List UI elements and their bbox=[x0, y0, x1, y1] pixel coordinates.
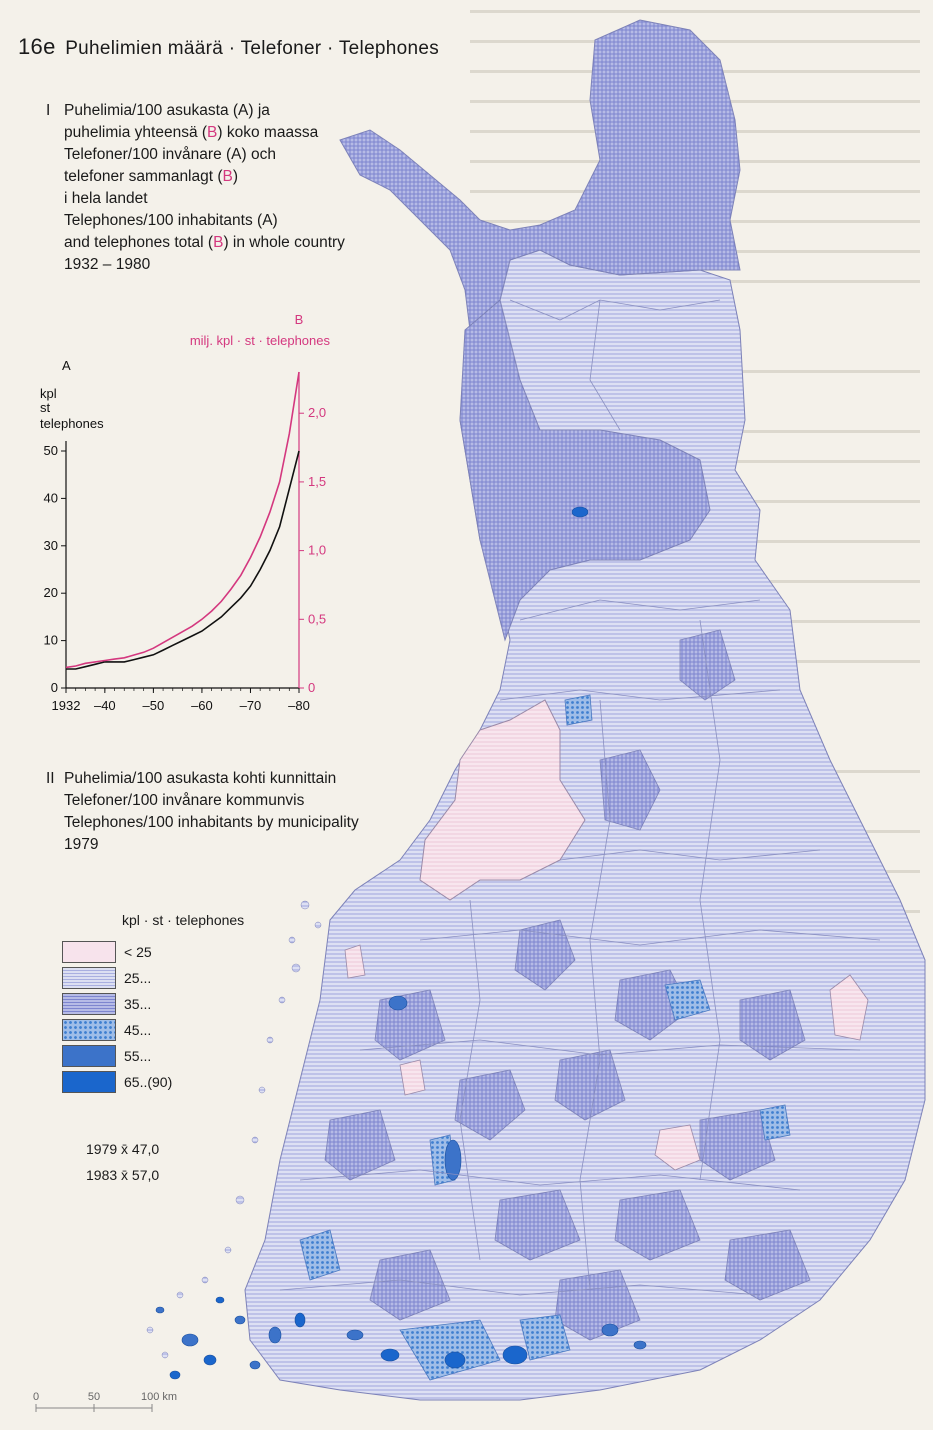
legend-item: 65..(90) bbox=[62, 1070, 244, 1094]
series-b-marker: B bbox=[222, 168, 233, 185]
legend-item: < 25 bbox=[62, 940, 244, 964]
section-1-line: and telephones total (B) in whole countr… bbox=[64, 234, 345, 251]
map-municipalities-55-65 bbox=[155, 506, 647, 1380]
section-1-line: Puhelimia/100 asukasta (A) ja bbox=[64, 102, 270, 119]
map-region-ostrobothnia bbox=[419, 699, 586, 901]
section-1-line: Telefoner/100 invånare (A) och bbox=[64, 146, 276, 163]
title-text: Puhelimien määrä · Telefoner · Telephone… bbox=[65, 38, 440, 59]
legend-label: 45... bbox=[124, 1022, 152, 1038]
section-1-line: telefoner sammanlagt (B) bbox=[64, 168, 239, 185]
axis-b-letter: B bbox=[295, 312, 304, 327]
scale-bar: 0 50 100 km bbox=[33, 1391, 177, 1412]
x-tick-label: –70 bbox=[240, 698, 262, 713]
axis-b-tick-label: 1,0 bbox=[308, 543, 326, 558]
axis-a-unit-line: telephones bbox=[40, 416, 104, 431]
map-number: 16e bbox=[18, 34, 56, 59]
legend-label: 25... bbox=[124, 970, 152, 986]
legend-label: 35... bbox=[124, 996, 152, 1012]
legend-swatch bbox=[62, 993, 116, 1015]
map-municipalities-lt25 bbox=[344, 944, 869, 1171]
map-region-lapland-north bbox=[339, 19, 741, 332]
axis-a-tick-label: 20 bbox=[44, 585, 58, 600]
axis-a-tick-label: 40 bbox=[44, 490, 58, 505]
axis-a-unit-line: kpl bbox=[40, 386, 57, 401]
x-tick-label: –80 bbox=[288, 698, 310, 713]
axis-a-tick-label: 0 bbox=[51, 680, 58, 695]
section-1-caption: I Puhelimia/100 asukasta (A) ja puhelimi… bbox=[46, 100, 345, 276]
mean-1983: 1983 x̄ 57,0 bbox=[86, 1167, 160, 1183]
section-1-line: 1932 – 1980 bbox=[64, 256, 151, 273]
telephones-line-chart: B milj. kpl · st · telephones A kpl st t… bbox=[40, 312, 331, 713]
axis-a-unit-line: st bbox=[40, 400, 51, 415]
legend-item: 25... bbox=[62, 966, 244, 990]
legend-swatch bbox=[62, 941, 116, 963]
map-archipelago bbox=[146, 900, 322, 1359]
section-2-line: Telefoner/100 invånare kommunvis bbox=[64, 792, 305, 809]
x-tick-label: 1932 bbox=[52, 698, 81, 713]
map-legend: kpl · st · telephones < 25 25... 35... 4… bbox=[62, 912, 244, 1096]
axis-b-unit: milj. kpl · st · telephones bbox=[190, 333, 331, 348]
series-b-marker: B bbox=[213, 234, 224, 251]
legend-item: 55... bbox=[62, 1044, 244, 1068]
axis-b-tick-label: 2,0 bbox=[308, 405, 326, 420]
legend-item: 45... bbox=[62, 1018, 244, 1042]
section-1-roman: I bbox=[46, 102, 51, 119]
scale-label: 0 bbox=[33, 1391, 39, 1403]
map-boundaries bbox=[279, 299, 881, 1296]
map-region-west-lapland bbox=[459, 299, 711, 642]
axis-a-tick-label: 30 bbox=[44, 538, 58, 553]
legend-item: 35... bbox=[62, 992, 244, 1016]
scale-label: 100 km bbox=[141, 1391, 177, 1403]
axis-a-tick-label: 50 bbox=[44, 443, 58, 458]
legend-swatch bbox=[62, 1019, 116, 1041]
legend-label: 55... bbox=[124, 1048, 152, 1064]
section-2-roman: II bbox=[46, 770, 55, 787]
mean-1979: 1979 x̄ 47,0 bbox=[86, 1141, 160, 1157]
section-1-line: i hela landet bbox=[64, 190, 148, 207]
page-title: 16e Puhelimien määrä · Telefoner · Telep… bbox=[18, 34, 439, 60]
section-2-caption: II Puhelimia/100 asukasta kohti kunnitta… bbox=[46, 768, 359, 856]
legend-header: kpl · st · telephones bbox=[122, 912, 245, 928]
legend-swatch bbox=[62, 1045, 116, 1067]
series-a-line bbox=[66, 450, 300, 670]
axis-a-tick-label: 10 bbox=[44, 633, 58, 648]
mean-values: 1979 x̄ 47,0 1983 x̄ 57,0 bbox=[86, 1136, 159, 1188]
section-2-line: Puhelimia/100 asukasta kohti kunnittain bbox=[64, 770, 337, 787]
scale-label: 50 bbox=[88, 1391, 100, 1403]
legend-label: < 25 bbox=[124, 944, 152, 960]
section-2-line: Telephones/100 inhabitants by municipali… bbox=[64, 814, 359, 831]
series-b-marker: B bbox=[207, 124, 218, 141]
section-1-line: Telephones/100 inhabitants (A) bbox=[64, 212, 278, 229]
axis-b-tick-label: 1,5 bbox=[308, 474, 326, 489]
axis-b-tick-label: 0,5 bbox=[308, 611, 326, 626]
section-2-line: 1979 bbox=[64, 836, 99, 853]
axis-a-letter: A bbox=[62, 358, 71, 373]
series-b-line bbox=[65, 371, 300, 669]
section-1-line: puhelimia yhteensä (B) koko maassa bbox=[64, 124, 319, 141]
legend-swatch bbox=[62, 1071, 116, 1093]
x-tick-label: –40 bbox=[94, 698, 116, 713]
x-tick-label: –50 bbox=[143, 698, 165, 713]
axis-b-tick-label: 0 bbox=[308, 680, 315, 695]
legend-label: 65..(90) bbox=[124, 1074, 173, 1090]
legend-swatch bbox=[62, 967, 116, 989]
x-tick-label: –60 bbox=[191, 698, 213, 713]
